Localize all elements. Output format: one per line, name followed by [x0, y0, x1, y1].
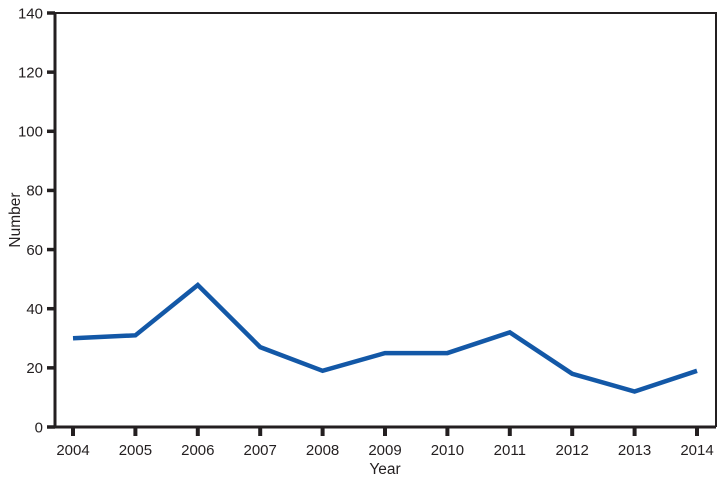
- y-tick-label: 60: [26, 242, 43, 259]
- x-tick-label: 2007: [244, 442, 277, 459]
- x-tick-label: 2006: [181, 442, 214, 459]
- y-tick-label: 100: [18, 124, 43, 141]
- data-line: [72, 282, 698, 394]
- axis-lines: [53, 13, 716, 429]
- x-tick-label: 2010: [431, 442, 464, 459]
- y-tick-label: 20: [26, 360, 43, 377]
- x-tick-label: 2011: [494, 442, 526, 459]
- x-tick-label: 2008: [306, 442, 339, 459]
- x-tick-label: 2009: [368, 442, 401, 459]
- x-tick-label: 2005: [119, 442, 152, 459]
- y-tick-label: 140: [18, 5, 43, 22]
- y-tick-label: 0: [35, 419, 43, 436]
- plot-frame: [55, 12, 717, 427]
- y-tick-label: 80: [26, 183, 43, 200]
- y-axis-label: Number: [7, 192, 24, 248]
- y-tick-label: 40: [26, 301, 43, 318]
- x-tick-label: 2004: [56, 442, 89, 459]
- x-tick-label: 2013: [618, 442, 651, 459]
- x-tick-label: 2012: [556, 442, 589, 459]
- x-axis-label: Year: [369, 461, 401, 478]
- x-tick-label: 2014: [680, 442, 713, 459]
- y-tick-label: 120: [18, 64, 43, 81]
